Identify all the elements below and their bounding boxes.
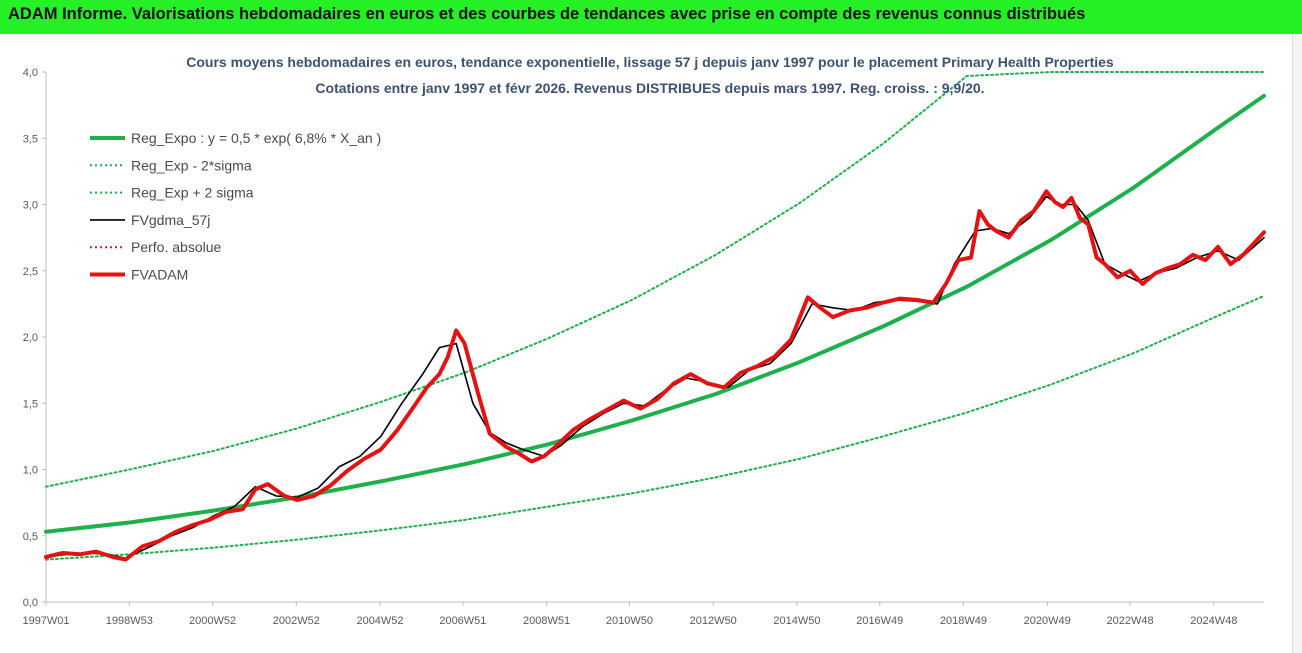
legend-label-2: Reg_Exp + 2 sigma [131, 185, 254, 201]
chart-subtitle: Cotations entre janv 1997 et févr 2026. … [315, 80, 984, 96]
x-tick-label: 2022W48 [1107, 615, 1154, 627]
series-line-2 [45, 71, 1265, 488]
chart-title: Cours moyens hebdomadaires en euros, ten… [186, 54, 1114, 70]
x-tick-label: 2010W50 [606, 615, 653, 627]
x-tick-label: 2002W52 [273, 615, 320, 627]
chart: 0,0 0,5 1,0 1,5 2,0 2,5 3,0 3,5 4,0 1997W01 1998W5… [22, 54, 1266, 627]
x-tick-label: 2008W51 [523, 615, 570, 627]
x-tick-label: 2004W52 [356, 615, 403, 627]
y-tick-label: 3,0 [23, 200, 38, 212]
x-tick-label: 2000W52 [189, 615, 236, 627]
x-tick-label: 2006W51 [439, 615, 486, 627]
y-tick-label: 3,5 [23, 133, 38, 145]
legend-label-1: Reg_Exp - 2*sigma [131, 157, 252, 173]
legend-label-3: FVgdma_57j [131, 212, 210, 228]
y-tick-label: 4,0 [23, 67, 38, 79]
y-tick-label: 2,0 [23, 332, 38, 344]
x-tick-label: 2020W49 [1024, 615, 1071, 627]
x-tick-label: 2018W49 [940, 615, 987, 627]
series-line-3 [45, 195, 1265, 560]
legend-label-0: Reg_Expo : y = 0,5 * exp( 6,8% * X_an ) [131, 130, 381, 146]
x-tick-label: 2024W48 [1190, 615, 1237, 627]
series-line-1 [45, 294, 1265, 561]
series-line-0 [44, 93, 1266, 534]
series-line-5 [44, 189, 1266, 562]
y-tick-label: 1,0 [23, 465, 38, 477]
x-tick-label: 2014W50 [773, 615, 820, 627]
x-tick-label: 2012W50 [690, 615, 737, 627]
series-layer [44, 71, 1266, 562]
y-tick-label: 2,5 [23, 266, 38, 278]
y-tick-label: 0,0 [23, 597, 38, 609]
chart-axes: 0,0 0,5 1,0 1,5 2,0 2,5 3,0 3,5 4,0 1997W01 1998W5… [22, 67, 1264, 627]
x-tick-label: 1997W01 [22, 615, 69, 627]
legend-label-4: Perfo. absolue [131, 239, 221, 255]
legend-label-5: FVADAM [131, 267, 188, 283]
y-tick-label: 1,5 [23, 398, 38, 410]
x-tick-label: 1998W53 [106, 615, 153, 627]
chart-legend: Reg_Expo : y = 0,5 * exp( 6,8% * X_an ) R… [90, 130, 381, 283]
window-edge [1292, 34, 1302, 653]
banner-title: ADAM Informe. Valorisations hebdomadaire… [0, 0, 1302, 34]
x-tick-label: 2016W49 [856, 615, 903, 627]
y-tick-label: 0,5 [23, 531, 38, 543]
